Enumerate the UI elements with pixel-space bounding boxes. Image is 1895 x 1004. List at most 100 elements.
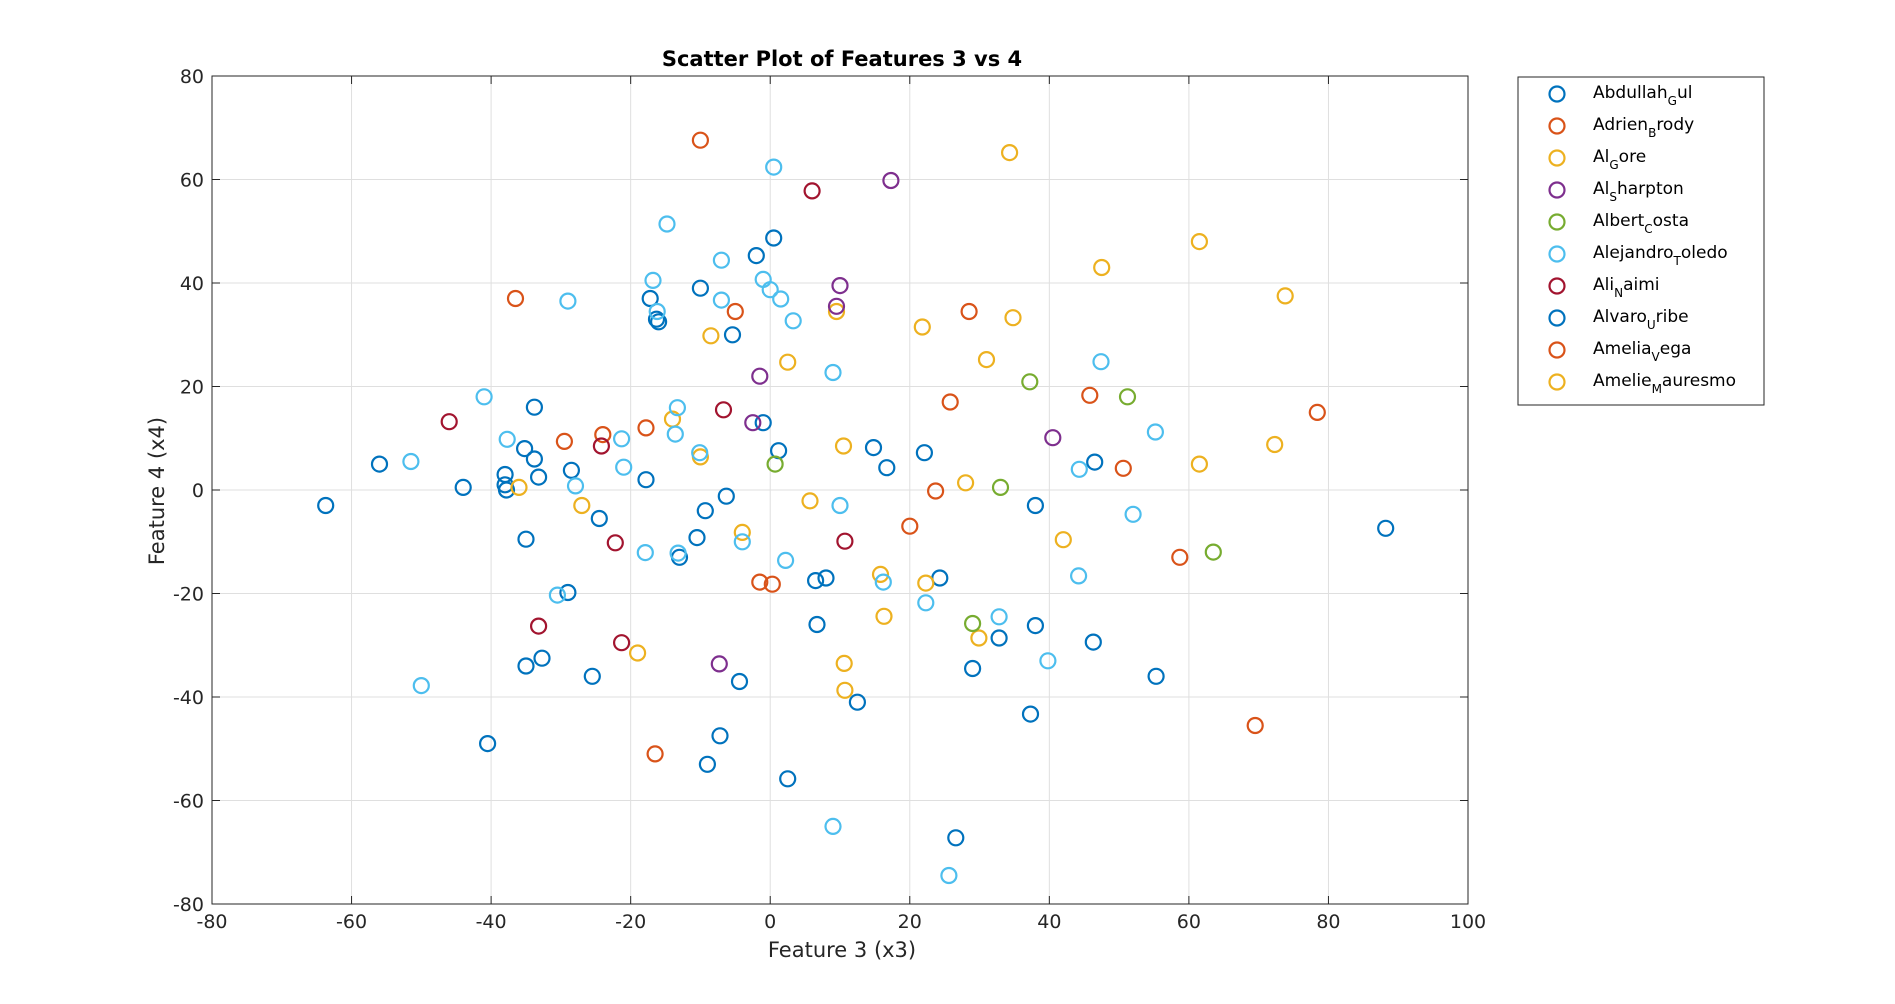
- data-point: [960, 302, 978, 321]
- data-point: [497, 481, 516, 499]
- series-ali-naimi: [440, 182, 854, 652]
- data-point: [612, 430, 631, 448]
- data-point: [1026, 616, 1045, 635]
- data-point: [913, 318, 931, 336]
- x-tick-label: 80: [1316, 911, 1340, 933]
- data-point: [917, 574, 935, 592]
- data-point: [515, 440, 534, 458]
- legend-marker: [1548, 85, 1566, 103]
- data-point: [1147, 667, 1165, 685]
- data-point: [1070, 460, 1088, 478]
- chart-title: Scatter Plot of Features 3 vs 4: [662, 47, 1022, 71]
- data-point: [525, 450, 544, 468]
- data-point: [963, 659, 982, 678]
- legend-marker: [1548, 341, 1566, 359]
- data-point: [848, 693, 867, 711]
- data-point: [649, 313, 668, 331]
- x-tick-label: 20: [898, 911, 922, 933]
- data-point: [691, 279, 710, 297]
- x-tick-label: 0: [764, 911, 776, 933]
- data-point: [751, 573, 769, 591]
- legend: AbdullahGul AdrienBrody AlGore AlSharpton Al…: [1517, 76, 1765, 406]
- data-point: [779, 353, 797, 371]
- data-point: [648, 302, 666, 321]
- data-point: [454, 478, 472, 496]
- data-point: [1114, 459, 1132, 477]
- data-point: [1004, 309, 1022, 327]
- data-point: [730, 672, 749, 691]
- y-tick-label: -80: [173, 894, 204, 916]
- data-point: [606, 534, 624, 552]
- data-point: [1026, 496, 1045, 515]
- data-point: [836, 532, 854, 550]
- data-point: [991, 478, 1010, 496]
- legend-marker: [1548, 277, 1566, 295]
- y-tick-label: 0: [192, 480, 204, 502]
- legend-box: [1517, 76, 1765, 406]
- data-point: [1084, 633, 1102, 651]
- data-point: [874, 573, 892, 591]
- data-point: [529, 617, 548, 635]
- data-point: [766, 455, 784, 473]
- data-point: [1086, 453, 1104, 471]
- data-point: [644, 271, 662, 289]
- data-point: [1190, 233, 1209, 251]
- x-tick-label: -60: [336, 911, 367, 933]
- data-point: [506, 289, 525, 308]
- data-point: [555, 432, 574, 450]
- data-point: [956, 474, 975, 492]
- data-point: [806, 571, 825, 590]
- data-point: [875, 607, 893, 625]
- data-point: [710, 655, 728, 673]
- data-point: [926, 482, 945, 500]
- legend-label: AlbertCosta: [1593, 211, 1689, 236]
- data-point: [827, 302, 846, 321]
- data-point: [669, 544, 687, 562]
- y-axis-label: Feature 4 (x4): [145, 417, 169, 565]
- data-point: [1069, 567, 1088, 585]
- data-point: [668, 399, 687, 417]
- data-point: [970, 629, 988, 647]
- data-point: [479, 734, 497, 753]
- x-axis-label: Feature 3 (x3): [768, 938, 916, 962]
- data-point: [901, 517, 919, 535]
- data-point: [711, 727, 729, 745]
- legend-marker: [1548, 245, 1566, 263]
- data-point: [824, 817, 842, 836]
- data-point: [1377, 519, 1395, 537]
- data-point: [510, 478, 528, 496]
- data-point: [864, 439, 883, 457]
- data-point: [779, 770, 797, 788]
- data-point: [1021, 373, 1039, 391]
- data-point: [636, 543, 654, 562]
- data-point: [566, 477, 585, 495]
- data-point: [712, 291, 731, 309]
- data-point: [776, 551, 795, 570]
- data-point: [977, 351, 996, 369]
- y-tick-label: -40: [173, 687, 204, 709]
- data-point: [1204, 543, 1222, 561]
- legend-marker: [1548, 373, 1566, 391]
- data-point: [990, 608, 1008, 626]
- data-point: [548, 586, 567, 604]
- data-point: [402, 452, 420, 471]
- data-point: [1171, 548, 1189, 566]
- series-abdullah-gul: [317, 229, 1395, 847]
- legend-label: AbdullahGul: [1593, 83, 1692, 108]
- data-point: [525, 398, 544, 416]
- data-point: [744, 414, 762, 432]
- data-point: [882, 171, 900, 190]
- data-point: [1093, 258, 1111, 277]
- legend-marker: [1548, 309, 1566, 327]
- data-point: [733, 523, 751, 542]
- data-point: [801, 492, 819, 510]
- data-point: [831, 496, 849, 515]
- data-point: [1246, 716, 1264, 735]
- data-point: [517, 530, 535, 548]
- data-point: [533, 649, 551, 667]
- data-point: [688, 528, 706, 547]
- y-tick-label: -20: [173, 584, 204, 606]
- legend-label: AdrienBrody: [1593, 115, 1694, 140]
- data-point: [940, 866, 958, 885]
